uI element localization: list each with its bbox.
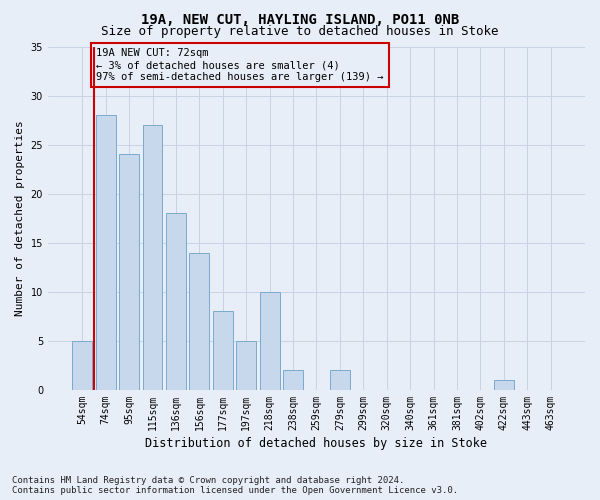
- Bar: [166, 214, 186, 390]
- Text: 19A NEW CUT: 72sqm
← 3% of detached houses are smaller (4)
97% of semi-detached : 19A NEW CUT: 72sqm ← 3% of detached hous…: [96, 48, 383, 82]
- Bar: [213, 312, 233, 390]
- Bar: [283, 370, 303, 390]
- Text: 19A, NEW CUT, HAYLING ISLAND, PO11 0NB: 19A, NEW CUT, HAYLING ISLAND, PO11 0NB: [141, 12, 459, 26]
- Text: Contains HM Land Registry data © Crown copyright and database right 2024.
Contai: Contains HM Land Registry data © Crown c…: [12, 476, 458, 495]
- Bar: [73, 341, 92, 390]
- Y-axis label: Number of detached properties: Number of detached properties: [15, 120, 25, 316]
- Bar: [96, 115, 116, 390]
- Bar: [494, 380, 514, 390]
- Text: Size of property relative to detached houses in Stoke: Size of property relative to detached ho…: [101, 25, 499, 38]
- X-axis label: Distribution of detached houses by size in Stoke: Distribution of detached houses by size …: [145, 437, 487, 450]
- Bar: [143, 125, 163, 390]
- Bar: [236, 341, 256, 390]
- Bar: [119, 154, 139, 390]
- Bar: [260, 292, 280, 390]
- Bar: [190, 252, 209, 390]
- Bar: [330, 370, 350, 390]
